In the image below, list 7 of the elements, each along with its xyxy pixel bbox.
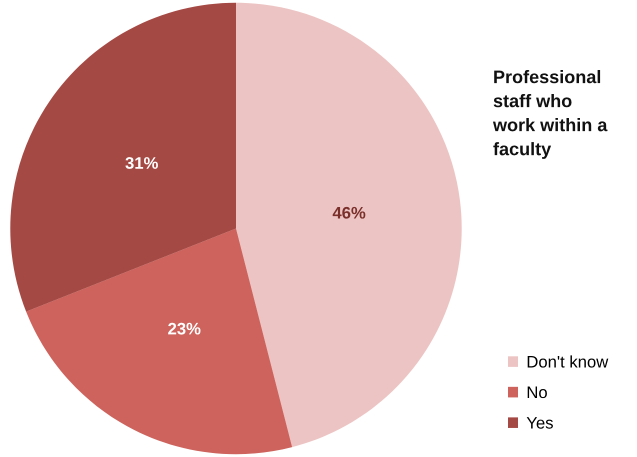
data-label: 31%: [125, 157, 158, 169]
legend-label: Don't know: [528, 355, 608, 368]
legend-label: No: [528, 386, 547, 398]
data-label: 23%: [168, 322, 200, 335]
legend-label: Yes: [526, 417, 553, 429]
data-label: 46%: [332, 206, 366, 219]
text: Professional staff who work within a faculty: [492, 70, 608, 159]
